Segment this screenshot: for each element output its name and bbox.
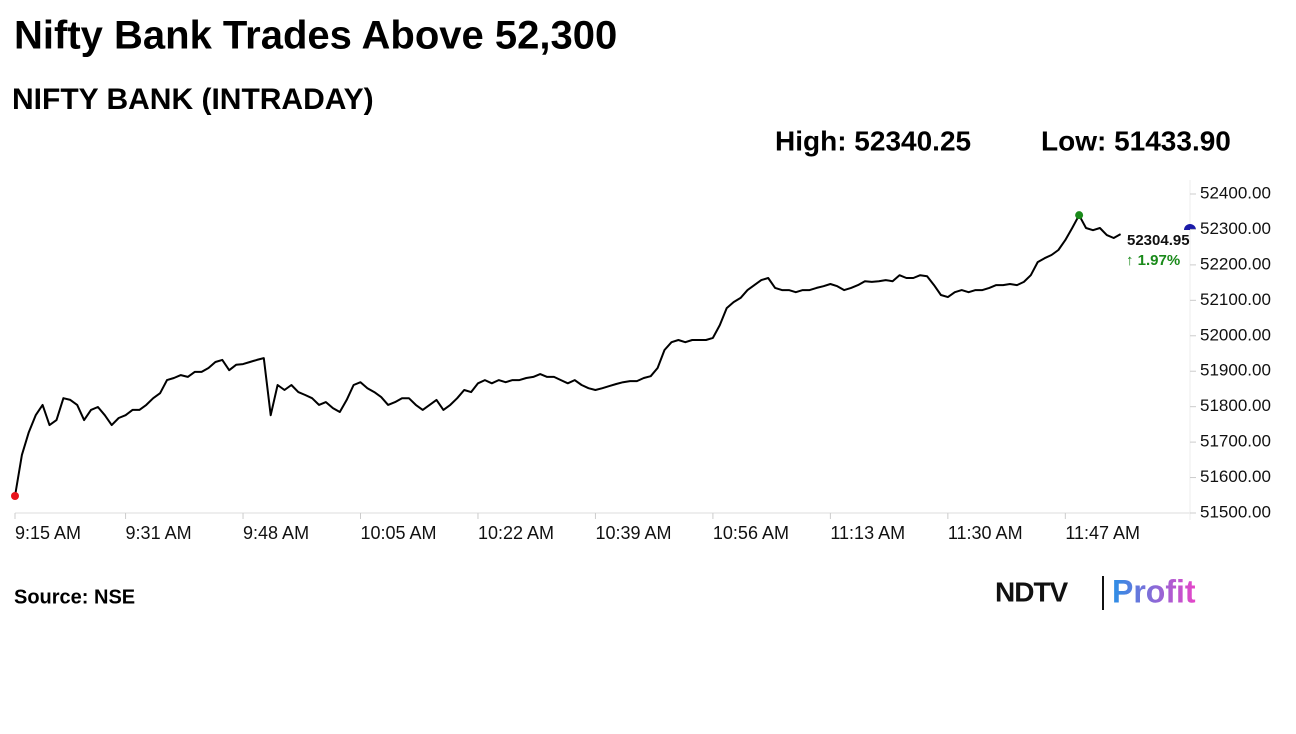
y-tick-label: 51600.00	[1200, 467, 1271, 486]
chart-title: Nifty Bank Trades Above 52,300	[14, 14, 617, 58]
x-tick-label: 10:39 AM	[595, 523, 671, 543]
y-tick-label: 51800.00	[1200, 396, 1271, 415]
chart-subtitle: NIFTY BANK (INTRADAY)	[12, 83, 374, 116]
y-tick-label: 52000.00	[1200, 325, 1271, 344]
x-tick-label: 11:47 AM	[1065, 523, 1140, 543]
x-tick-label: 10:56 AM	[713, 523, 789, 543]
y-tick-label: 51500.00	[1200, 502, 1271, 521]
logo-profit: Profit	[1112, 573, 1196, 609]
prev-close-marker	[1184, 224, 1196, 230]
high-label: High: 52340.25	[775, 125, 971, 156]
y-tick-label: 52200.00	[1200, 254, 1271, 273]
y-tick-label: 52100.00	[1200, 290, 1271, 309]
x-tick-label: 9:31 AM	[126, 523, 192, 543]
low-label: Low: 51433.90	[1041, 125, 1231, 156]
price-line	[14, 214, 1122, 497]
x-tick-label: 9:15 AM	[15, 523, 81, 543]
y-tick-label: 52400.00	[1200, 183, 1271, 202]
change-label: ↑ 1.97%	[1126, 252, 1180, 269]
start-point	[11, 491, 19, 500]
y-tick-label: 51900.00	[1200, 361, 1271, 380]
last-value-label: 52304.95	[1127, 232, 1190, 249]
x-tick-label: 9:48 AM	[243, 523, 309, 543]
x-tick-label: 10:22 AM	[478, 523, 554, 543]
y-tick-label: 51700.00	[1200, 432, 1271, 451]
logo-divider	[1102, 576, 1104, 610]
high-point	[1075, 211, 1084, 220]
logo-ndtv: NDTV	[995, 576, 1069, 607]
x-tick-label: 10:05 AM	[361, 523, 437, 543]
source: Source: NSE	[14, 586, 135, 608]
y-tick-label: 52300.00	[1200, 219, 1271, 238]
x-tick-label: 11:30 AM	[948, 523, 1023, 543]
x-tick-label: 11:13 AM	[830, 523, 905, 543]
